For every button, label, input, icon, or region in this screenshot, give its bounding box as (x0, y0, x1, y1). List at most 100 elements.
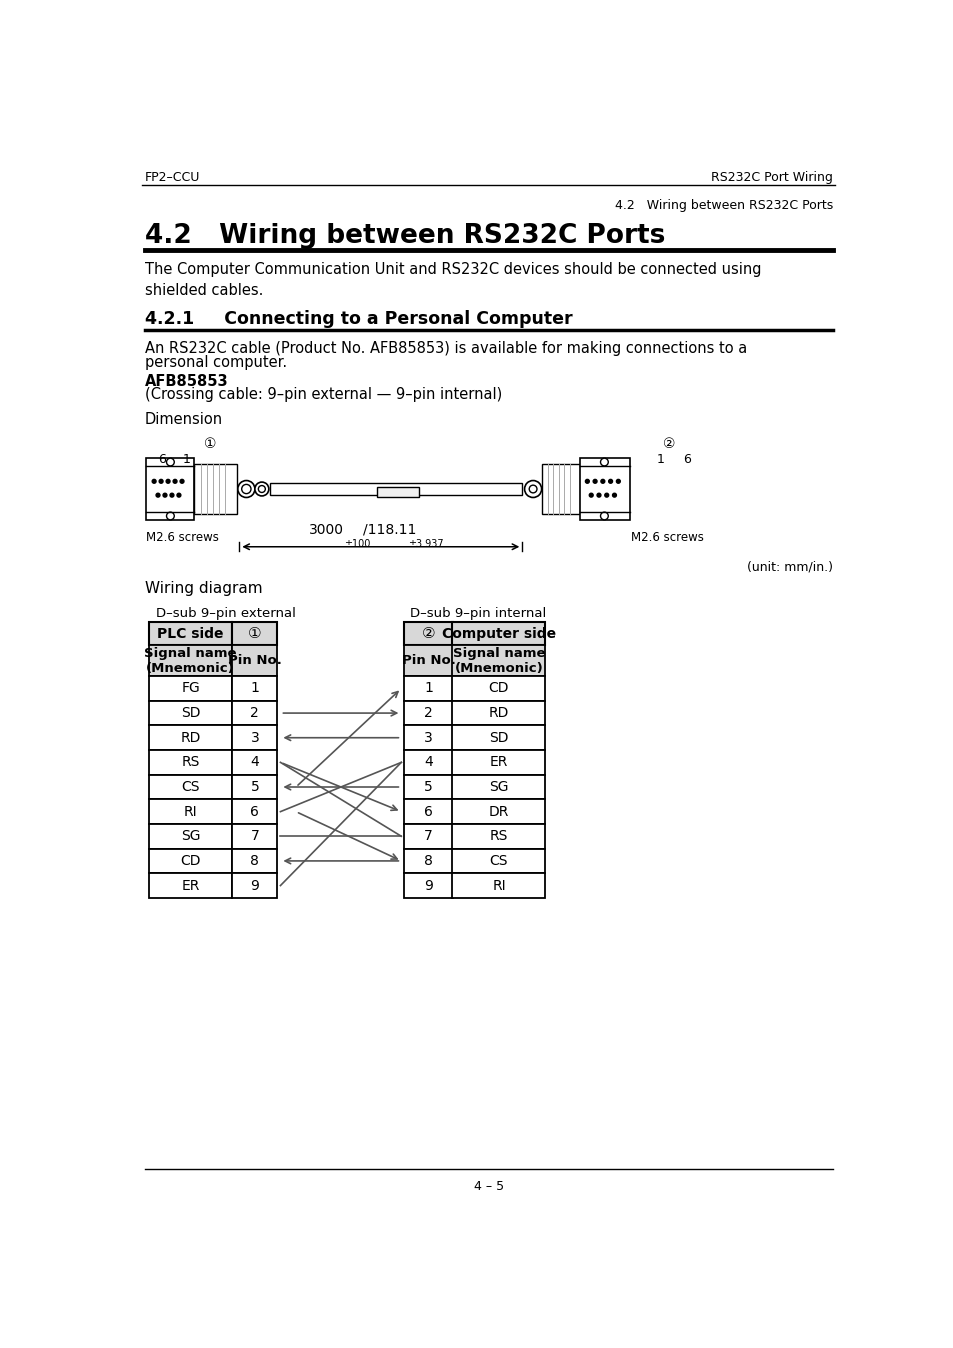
Text: SG: SG (181, 829, 200, 844)
Text: Dimension: Dimension (145, 412, 223, 427)
Text: CS: CS (489, 853, 508, 868)
Text: ①: ① (204, 437, 216, 450)
Bar (149, 701, 233, 725)
Bar (149, 677, 233, 701)
Bar (452, 775, 545, 799)
Bar (233, 874, 277, 898)
Text: RD: RD (488, 706, 509, 720)
Text: PLC side: PLC side (157, 627, 224, 640)
Text: 1: 1 (656, 453, 663, 466)
Circle shape (167, 458, 174, 466)
Bar (233, 646, 277, 677)
Text: ±100: ±100 (344, 539, 370, 549)
Bar (404, 646, 452, 677)
Text: 4.2   Wiring between RS232C Ports: 4.2 Wiring between RS232C Ports (614, 198, 832, 212)
Text: RI: RI (492, 879, 505, 892)
Text: 4: 4 (424, 755, 433, 770)
Text: ②: ② (421, 627, 435, 642)
Text: Signal name
(Mnemonic): Signal name (Mnemonic) (453, 647, 545, 675)
Bar (194, 464, 236, 514)
Text: Pin No.: Pin No. (401, 654, 455, 667)
Text: SG: SG (489, 780, 508, 794)
Bar (404, 799, 452, 824)
Bar (149, 874, 233, 898)
Circle shape (524, 480, 541, 497)
Text: AFB85853: AFB85853 (145, 373, 228, 388)
Bar (233, 725, 277, 749)
Text: CD: CD (180, 853, 200, 868)
Bar (149, 799, 233, 824)
Text: M2.6 screws: M2.6 screws (630, 531, 703, 545)
Circle shape (177, 493, 181, 497)
Text: SD: SD (181, 706, 200, 720)
Text: D–sub 9–pin internal: D–sub 9–pin internal (410, 607, 545, 620)
Bar (404, 623, 452, 646)
Text: CD: CD (488, 682, 509, 696)
Bar (149, 824, 233, 849)
Bar (452, 701, 545, 725)
Circle shape (167, 512, 174, 520)
Text: 4 – 5: 4 – 5 (474, 1180, 503, 1193)
Bar (404, 849, 452, 874)
Bar (149, 775, 233, 799)
Circle shape (599, 458, 608, 466)
Bar (149, 749, 233, 775)
Bar (149, 646, 233, 677)
Bar (452, 677, 545, 701)
Text: CS: CS (181, 780, 199, 794)
Bar (270, 483, 521, 495)
Bar (233, 799, 277, 824)
Text: Pin No.: Pin No. (228, 654, 281, 667)
Bar (452, 849, 545, 874)
Bar (149, 725, 233, 749)
Text: M2.6 screws: M2.6 screws (146, 531, 219, 545)
Text: (unit: mm/in.): (unit: mm/in.) (746, 561, 832, 574)
Text: (Crossing cable: 9–pin external — 9–pin internal): (Crossing cable: 9–pin external — 9–pin … (145, 387, 501, 402)
Bar (404, 677, 452, 701)
Circle shape (170, 493, 173, 497)
Text: 4.2   Wiring between RS232C Ports: 4.2 Wiring between RS232C Ports (145, 224, 664, 249)
Bar (579, 458, 629, 520)
Text: 9: 9 (251, 879, 259, 892)
Bar (233, 749, 277, 775)
Circle shape (156, 493, 160, 497)
Text: SD: SD (489, 731, 508, 744)
Text: 6: 6 (423, 805, 433, 818)
Text: 8: 8 (423, 853, 433, 868)
Bar (149, 623, 233, 646)
Circle shape (604, 493, 608, 497)
Text: Signal name
(Mnemonic): Signal name (Mnemonic) (144, 647, 236, 675)
Text: DR: DR (488, 805, 509, 818)
Bar (233, 849, 277, 874)
Bar (233, 623, 277, 646)
Text: 3000: 3000 (309, 523, 344, 537)
Text: ±3.937: ±3.937 (407, 539, 443, 549)
Text: RI: RI (184, 805, 197, 818)
Bar (376, 488, 418, 496)
Circle shape (172, 480, 177, 483)
Bar (146, 458, 194, 520)
Bar (233, 677, 277, 701)
Text: D–sub 9–pin external: D–sub 9–pin external (156, 607, 296, 620)
Circle shape (600, 480, 604, 483)
Text: ①: ① (248, 627, 261, 642)
Bar (149, 849, 233, 874)
Circle shape (599, 512, 608, 520)
Text: ER: ER (181, 879, 199, 892)
Circle shape (254, 483, 269, 496)
Bar (452, 725, 545, 749)
Text: ER: ER (489, 755, 508, 770)
Bar (452, 646, 545, 677)
Text: 8: 8 (251, 853, 259, 868)
Circle shape (166, 480, 170, 483)
Text: 6: 6 (158, 453, 166, 466)
Text: 5: 5 (424, 780, 433, 794)
Bar (542, 464, 579, 514)
Text: 7: 7 (424, 829, 433, 844)
Text: 3: 3 (424, 731, 433, 744)
Bar (404, 824, 452, 849)
Text: RS: RS (181, 755, 199, 770)
Text: The Computer Communication Unit and RS232C devices should be connected using
shi: The Computer Communication Unit and RS23… (145, 262, 760, 298)
Circle shape (180, 480, 184, 483)
Text: 4: 4 (251, 755, 259, 770)
